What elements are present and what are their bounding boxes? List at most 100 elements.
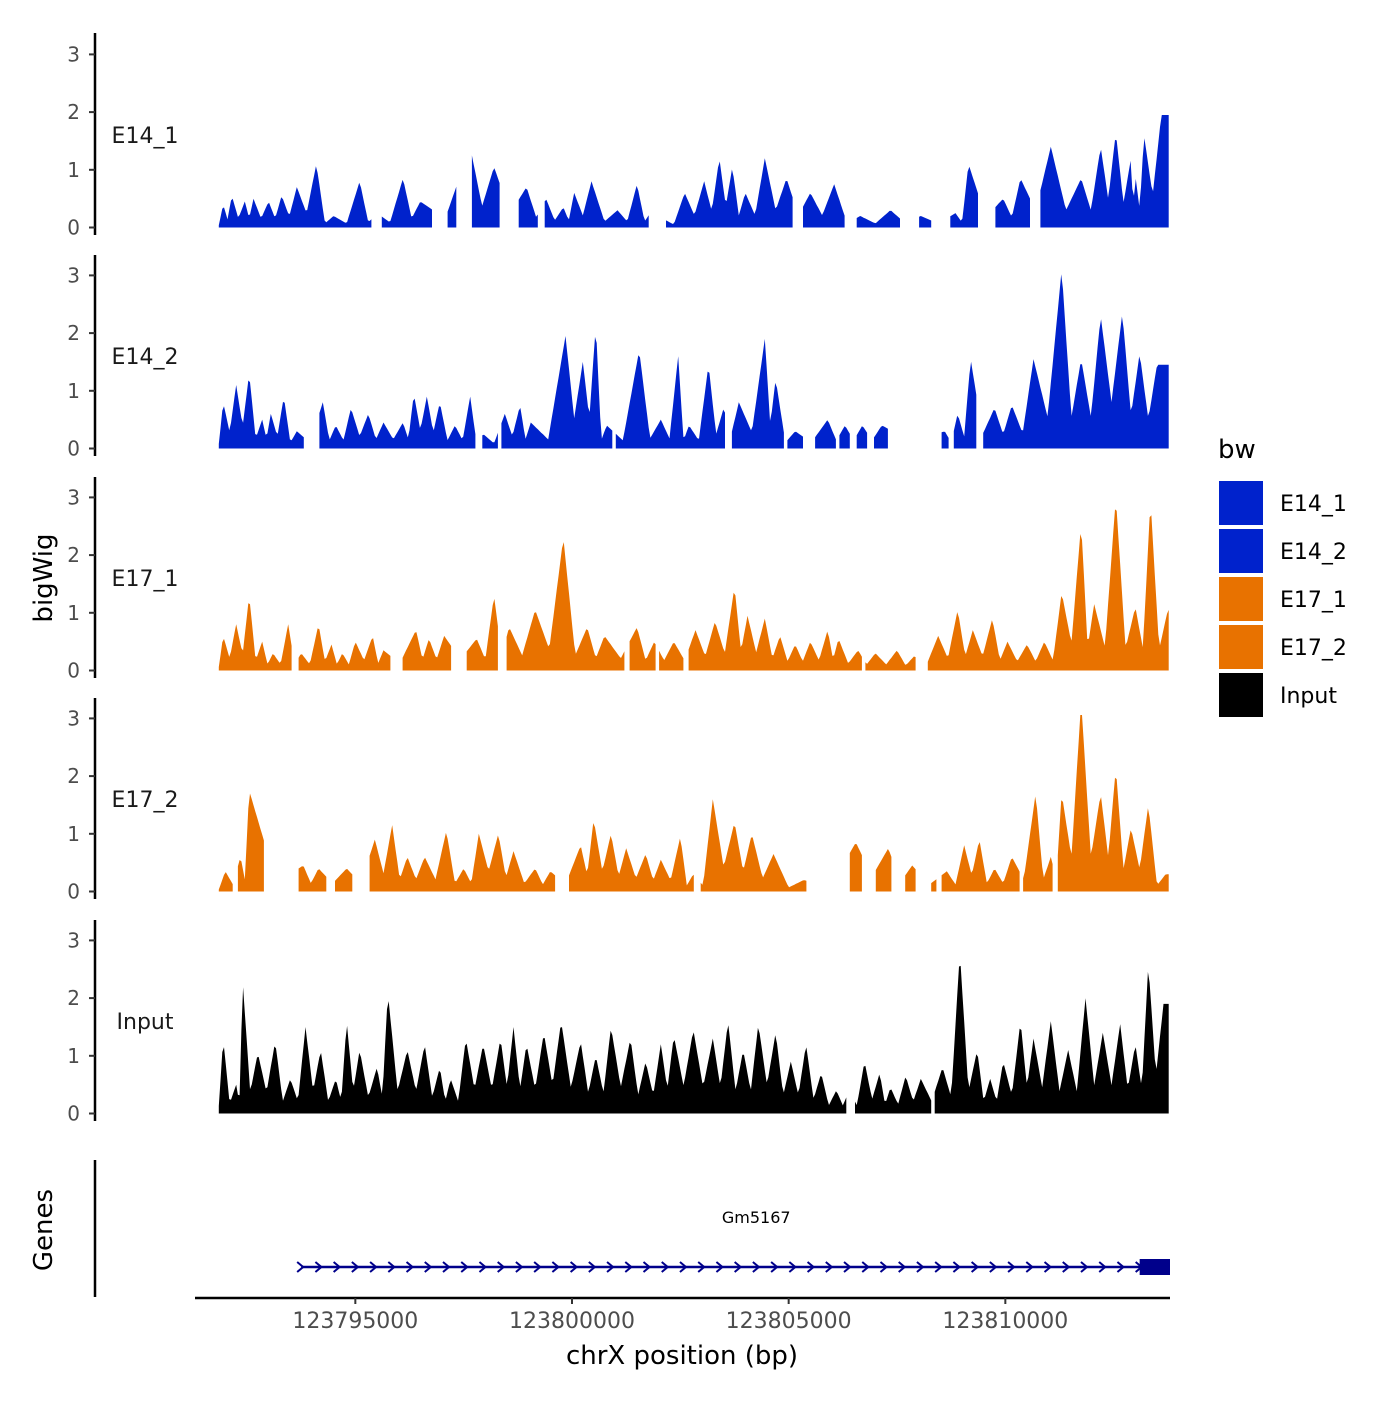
strand-arrow <box>442 1261 451 1273</box>
strand-arrow <box>1043 1261 1053 1273</box>
coverage-area <box>218 380 304 449</box>
strand-arrow <box>916 1261 925 1273</box>
coverage-area <box>950 166 978 228</box>
y-tick-label: 1 <box>67 1044 80 1068</box>
strand-arrow <box>569 1261 579 1273</box>
coverage-area <box>298 628 391 671</box>
strand-arrow <box>770 1261 779 1273</box>
coverage-area <box>839 426 850 449</box>
strand-arrow <box>952 1261 961 1273</box>
strand-arrow <box>970 1261 980 1273</box>
strand-arrow <box>387 1261 396 1273</box>
coverage-area <box>875 849 892 892</box>
y-tick-label: 1 <box>67 158 80 182</box>
y-tick-label: 3 <box>67 928 80 952</box>
strand-arrow <box>1098 1261 1107 1273</box>
y-tick-label: 2 <box>67 100 80 124</box>
legend-label: E14_2 <box>1280 540 1347 565</box>
coverage-area <box>447 186 457 228</box>
track-label: Input <box>117 1010 174 1035</box>
y-tick-label: 3 <box>67 706 80 730</box>
coverage-area <box>501 336 613 449</box>
track-label: E17_1 <box>112 567 179 592</box>
legend-swatch <box>1219 529 1263 573</box>
x-tick-label: 123800000 <box>509 1309 635 1334</box>
strand-arrow <box>788 1261 797 1273</box>
coverage-area <box>941 431 949 449</box>
coverage-area <box>218 987 847 1114</box>
coverage-area <box>506 542 625 671</box>
coverage-area <box>1023 796 1053 892</box>
y-tick-label: 2 <box>67 321 80 345</box>
strand-arrow <box>296 1261 305 1273</box>
x-tick-label: 123805000 <box>726 1309 852 1334</box>
coverage-area <box>659 643 684 671</box>
coverage-area <box>856 426 868 449</box>
track-label: E17_2 <box>112 788 179 813</box>
y-tick-label: 0 <box>67 216 80 240</box>
strand-arrow <box>806 1261 816 1273</box>
coverage-area <box>466 598 498 671</box>
strand-arrow <box>533 1261 542 1273</box>
strand-arrow <box>715 1261 724 1273</box>
y-tick-label: 0 <box>67 659 80 683</box>
strand-arrow <box>697 1261 706 1273</box>
gene-exon <box>1139 1259 1170 1275</box>
coverage-area <box>319 396 476 449</box>
y-tick-label: 1 <box>67 379 80 403</box>
strand-arrow <box>661 1261 670 1273</box>
y-tick-label: 2 <box>67 986 80 1010</box>
strand-arrow <box>934 1261 943 1273</box>
coverage-area <box>615 355 725 449</box>
y-tick-label: 3 <box>67 485 80 509</box>
coverage-area <box>666 158 793 228</box>
legend-swatch <box>1219 673 1263 717</box>
coverage-area <box>335 868 353 892</box>
strand-arrow <box>752 1261 761 1273</box>
strand-arrow <box>734 1261 743 1273</box>
track-e17-2: 0 1 2 3 E17_2 <box>67 698 1169 904</box>
x-axis: 123795000 123800000 123805000 123810000 <box>195 1296 1170 1334</box>
coverage-area <box>927 509 1169 671</box>
coverage-area <box>983 274 1169 449</box>
coverage-area <box>369 825 556 892</box>
coverage-area <box>787 431 803 449</box>
coverage-area <box>518 188 538 228</box>
coverage-area <box>905 865 916 892</box>
legend-swatch <box>1219 481 1263 525</box>
track-input: 0 1 2 3 Input <box>67 920 1169 1126</box>
x-tick-label: 123810000 <box>942 1309 1068 1334</box>
coverage-area <box>931 879 937 892</box>
genes-axis-title: Genes <box>29 1189 59 1271</box>
coverage-area <box>731 338 784 449</box>
track-e14-2: 0 1 2 3 E14_2 <box>67 255 1169 461</box>
coverage-area <box>934 965 1169 1114</box>
strand-arrow <box>1080 1261 1089 1273</box>
y-tick-label: 3 <box>67 263 80 287</box>
strand-arrow <box>405 1261 415 1273</box>
strand-arrow <box>1025 1261 1034 1273</box>
coverage-tracks: 0 1 2 3 E14_1 0 1 2 3 E14_2 0 1 2 3 E17_1 0 1 2 3 E17_2 0 1 2 3… <box>67 33 1169 1126</box>
y-tick-label: 2 <box>67 543 80 567</box>
y-tick-label: 3 <box>67 42 80 66</box>
strand-arrow <box>624 1261 633 1273</box>
coverage-area <box>919 216 932 228</box>
strand-arrow <box>879 1261 889 1273</box>
y-tick-label: 2 <box>67 764 80 788</box>
strand-arrow <box>314 1261 323 1273</box>
strand-arrow <box>1116 1261 1126 1273</box>
strand-arrow <box>551 1261 560 1273</box>
legend-label: E17_2 <box>1280 636 1347 661</box>
coverage-area <box>688 592 862 671</box>
strand-arrow <box>369 1261 378 1273</box>
legend-swatch <box>1219 577 1263 621</box>
coverage-area <box>381 179 432 228</box>
coverage-area <box>849 844 862 892</box>
strand-arrow <box>898 1261 907 1273</box>
strand-arrow <box>460 1261 469 1273</box>
legend-label: E14_1 <box>1280 492 1347 517</box>
coverage-area <box>1057 715 1169 892</box>
track-label: E14_1 <box>112 124 179 149</box>
